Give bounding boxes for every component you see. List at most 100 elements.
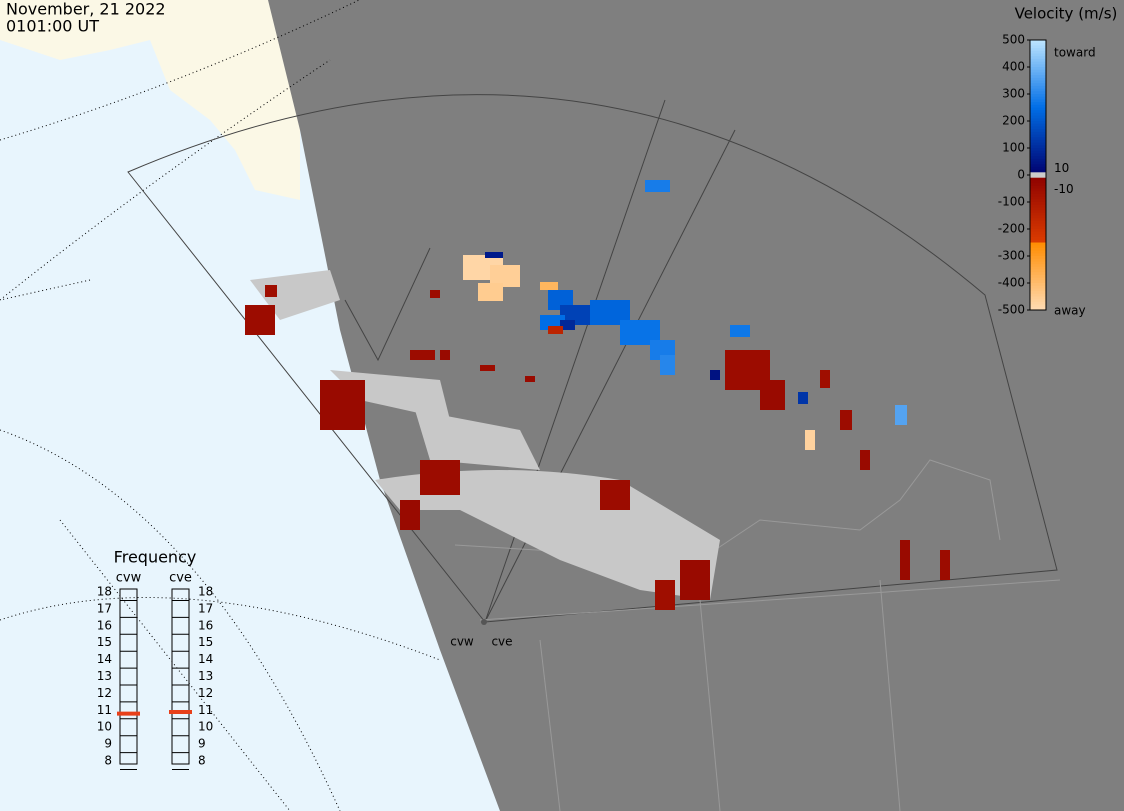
colorbar-segment: [1030, 94, 1046, 98]
colorbar-segment: [1030, 247, 1046, 252]
echo-cell: [480, 365, 495, 371]
frequency-tick-label: 13: [198, 669, 213, 683]
colorbar-segment: [1030, 145, 1046, 149]
colorbar-segment: [1030, 191, 1046, 195]
echo-cell: [820, 370, 830, 388]
station-label: cve: [491, 635, 512, 649]
colorbar-segment: [1030, 258, 1046, 262]
echo-cell: [490, 265, 520, 287]
colorbar-segment: [1030, 199, 1046, 203]
colorbar-segment: [1030, 53, 1046, 57]
colorbar-segment: [1030, 180, 1046, 184]
colorbar-limit-label: 10: [1054, 161, 1069, 175]
colorbar-segment: [1030, 61, 1046, 65]
echo-cell: [410, 350, 435, 360]
colorbar-segment: [1030, 121, 1046, 125]
echo-cell: [265, 285, 277, 297]
colorbar-segment: [1030, 256, 1046, 260]
frequency-tick-label: 10: [198, 720, 213, 734]
colorbar-segment: [1030, 226, 1046, 230]
colorbar-segment: [1030, 164, 1046, 168]
colorbar-segment: [1030, 218, 1046, 222]
colorbar-segment: [1030, 83, 1046, 87]
colorbar-segment: [1030, 231, 1046, 235]
colorbar-segment: [1030, 150, 1046, 154]
colorbar-segment: [1030, 139, 1046, 144]
echo-cell: [760, 380, 785, 410]
frequency-tick-label: 8: [198, 754, 206, 768]
colorbar-segment: [1030, 234, 1046, 238]
echo-cell: [560, 320, 575, 330]
land: [0, 0, 300, 200]
colorbar-segment: [1030, 285, 1046, 289]
echo-cell: [645, 180, 670, 192]
colorbar-segment: [1030, 269, 1046, 273]
colorbar-tick-label: -200: [998, 222, 1025, 236]
colorbar-segment: [1030, 304, 1046, 308]
colorbar-segment: [1030, 177, 1046, 181]
colorbar-segment: [1030, 153, 1046, 157]
colorbar-tick-label: 200: [1002, 114, 1025, 128]
colorbar-segment: [1030, 85, 1046, 90]
colorbar-away: away: [1054, 304, 1086, 318]
colorbar-segment: [1030, 129, 1046, 133]
colorbar-zero-band: [1030, 172, 1046, 178]
colorbar-segment: [1030, 123, 1046, 127]
colorbar-segment: [1030, 99, 1046, 103]
frequency-radar-name: cvw: [116, 571, 142, 586]
colorbar-segment: [1030, 72, 1046, 76]
colorbar-segment: [1030, 40, 1046, 44]
night-side: [268, 0, 1124, 811]
station-label: cvw: [450, 635, 474, 649]
colorbar-segment: [1030, 193, 1046, 198]
colorbar-tick-label: 300: [1002, 87, 1025, 101]
colorbar-segment: [1030, 112, 1046, 117]
echo-cell: [478, 283, 503, 301]
colorbar-segment: [1030, 188, 1046, 192]
frequency-tick-label: 11: [198, 703, 213, 717]
colorbar-segment: [1030, 58, 1046, 63]
frequency-tick-label: 12: [97, 686, 112, 700]
echoes: [245, 180, 950, 610]
frequency-box: [119, 588, 138, 765]
echo-cell: [525, 376, 535, 382]
frequency-tick-label: 14: [97, 652, 112, 666]
colorbar-toward: toward: [1054, 46, 1096, 60]
echo-cell: [430, 290, 440, 298]
frequency-tick-label: 9: [104, 737, 112, 751]
colorbar-segment: [1030, 183, 1046, 187]
echo-cell: [320, 380, 365, 430]
colorbar-segment: [1030, 69, 1046, 73]
colorbar-segment: [1030, 88, 1046, 92]
colorbar-segment: [1030, 250, 1046, 254]
echo-cell: [485, 252, 503, 258]
colorbar-segment: [1030, 277, 1046, 281]
colorbar-segment: [1030, 280, 1046, 284]
echo-cell: [710, 370, 720, 380]
colorbar-segment: [1030, 75, 1046, 79]
colorbar-segment: [1030, 272, 1046, 276]
frequency-tick-label: 10: [97, 720, 112, 734]
colorbar-segment: [1030, 296, 1046, 300]
frequency-tick-label: 9: [198, 737, 206, 751]
frequency-title: Frequency: [114, 548, 197, 567]
colorbar-segment: [1030, 148, 1046, 152]
colorbar-segment: [1030, 137, 1046, 141]
colorbar-tick-label: -300: [998, 249, 1025, 263]
echo-cell: [860, 450, 870, 470]
colorbar-tick-label: 0: [1017, 168, 1025, 182]
colorbar-segment: [1030, 207, 1046, 211]
colorbar-segment: [1030, 134, 1046, 138]
colorbar-segment: [1030, 126, 1046, 130]
colorbar-segment: [1030, 42, 1046, 46]
colorbar-segment: [1030, 299, 1046, 303]
colorbar-segment: [1030, 301, 1046, 306]
colorbar-segment: [1030, 202, 1046, 206]
colorbar-segment: [1030, 131, 1046, 135]
colorbar-segment: [1030, 283, 1046, 287]
colorbar-segment: [1030, 80, 1046, 84]
echo-cell: [245, 305, 275, 335]
colorbar-segment: [1030, 237, 1046, 241]
echo-cell: [805, 430, 815, 450]
echo-cell: [420, 460, 460, 495]
